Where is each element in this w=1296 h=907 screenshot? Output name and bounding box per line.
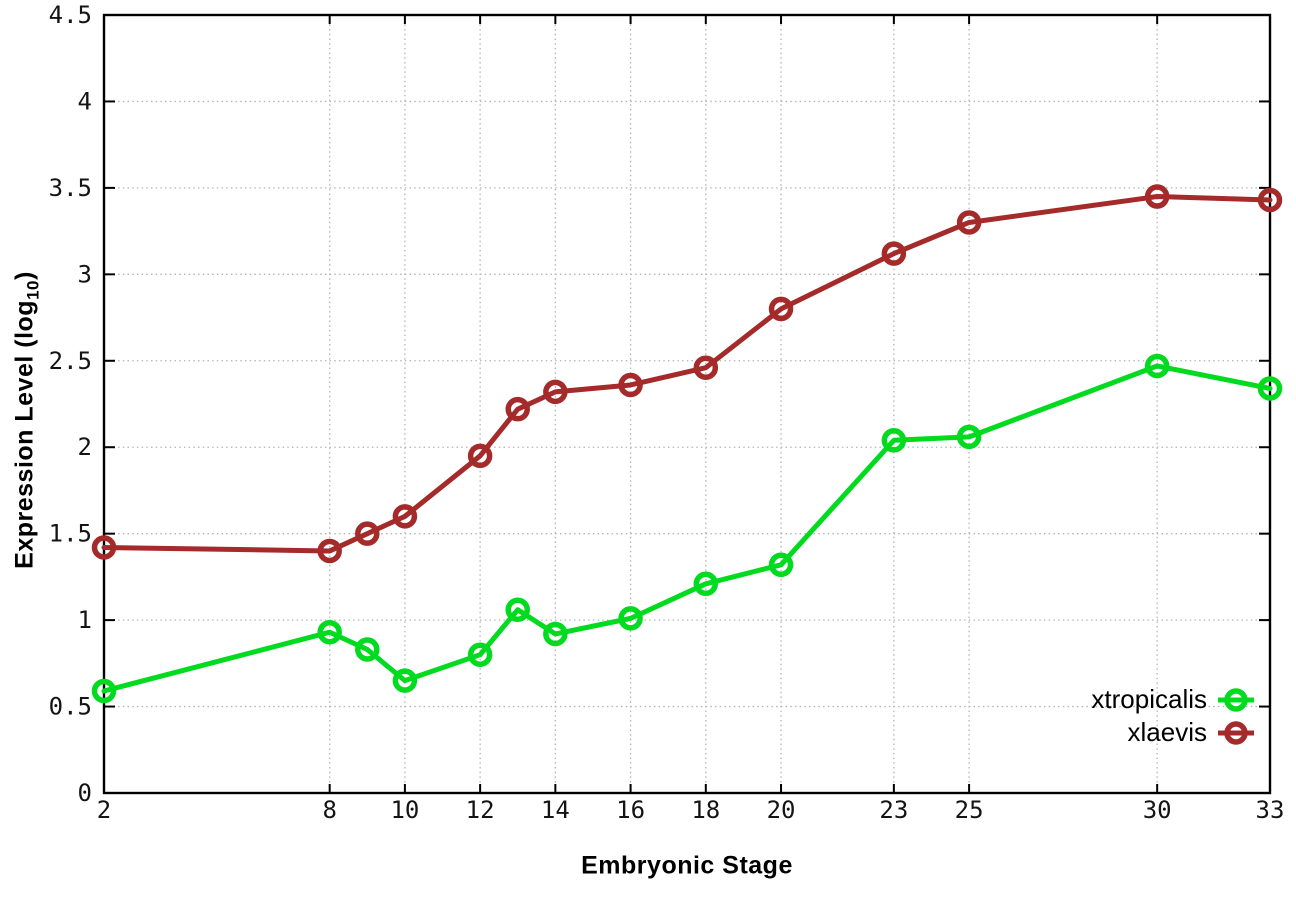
marker-xtropicalis [1257, 376, 1283, 401]
plot-border [102, 13, 1272, 795]
y-tick-label: 4 [78, 87, 92, 115]
x-axis-title: Embryonic Stage [581, 851, 793, 880]
marker-xtropicalis [1144, 353, 1170, 379]
marker-xlaevis [1144, 184, 1170, 209]
y-axis-title: Expression Level (log10) [11, 271, 44, 569]
x-tick-label: 25 [955, 796, 984, 824]
marker-xtropicalis [543, 621, 568, 647]
marker-xlaevis [1257, 187, 1283, 213]
marker-xlaevis [317, 538, 342, 564]
x-tick-label: 10 [390, 796, 419, 824]
y-tick-label: 3.5 [49, 174, 92, 202]
legend-entry-xlaevis: xlaevis [1091, 716, 1256, 749]
legend-label: xlaevis [1127, 717, 1207, 747]
x-tick-label: 2 [97, 796, 111, 824]
marker-xtropicalis [317, 619, 342, 645]
x-tick-label: 8 [322, 796, 336, 824]
series-line-xtropicalis [101, 363, 1273, 694]
legend-sample-marker [1224, 720, 1248, 745]
y-tick-label: 1 [78, 606, 92, 634]
y-tick-label: 2.5 [49, 347, 92, 375]
marker-xtropicalis [467, 642, 493, 667]
y-tick-label: 0.5 [49, 693, 92, 721]
marker-xlaevis [956, 210, 982, 235]
legend-label: xtropicalis [1091, 684, 1207, 714]
marker-xtropicalis [392, 668, 418, 693]
marker-xtropicalis [881, 428, 907, 453]
marker-xlaevis [693, 355, 719, 380]
y-tick-label: 2 [78, 433, 92, 461]
y-tick-label: 1.5 [49, 520, 92, 548]
y-tick-label: 0 [78, 779, 92, 807]
x-tick-label: 20 [767, 796, 796, 824]
legend-sample-marker [1224, 687, 1248, 712]
legend-sample-xlaevis [1218, 720, 1254, 745]
marker-xlaevis [768, 296, 794, 322]
marker-xlaevis [881, 241, 907, 266]
y-tick-label: 3 [78, 260, 92, 288]
marker-xtropicalis [91, 678, 117, 704]
marker-xlaevis [392, 504, 418, 529]
marker-xlaevis [91, 535, 117, 560]
series-line-xlaevis [101, 194, 1273, 554]
x-tick-label: 23 [879, 796, 908, 824]
legend: xtropicalis xlaevis [1091, 683, 1256, 749]
marker-xtropicalis [956, 424, 982, 450]
marker-xlaevis [467, 443, 493, 469]
legend-sample-xtropicalis [1218, 687, 1254, 712]
x-tick-label: 33 [1256, 796, 1285, 824]
x-tick-label: 18 [691, 796, 720, 824]
x-tick-label: 30 [1143, 796, 1172, 824]
x-tick-label: 12 [466, 796, 495, 824]
marker-xtropicalis [355, 637, 380, 662]
y-axis-title-text: Expression Level (log [10, 299, 39, 569]
marker-xtropicalis [618, 606, 643, 631]
x-tick-label: 14 [541, 796, 570, 824]
marker-xtropicalis [505, 597, 530, 622]
y-axis-title-close: ) [10, 271, 39, 280]
marker-xlaevis [543, 379, 568, 405]
x-tick-label: 16 [616, 796, 645, 824]
marker-xtropicalis [693, 571, 719, 597]
marker-xlaevis [355, 521, 380, 546]
legend-entry-xtropicalis: xtropicalis [1091, 683, 1256, 716]
marker-xlaevis [505, 396, 530, 422]
y-axis-title-subscript: 10 [23, 279, 43, 300]
y-tick-label: 4.5 [49, 1, 92, 29]
marker-xtropicalis [768, 552, 794, 578]
marker-xlaevis [618, 372, 643, 398]
